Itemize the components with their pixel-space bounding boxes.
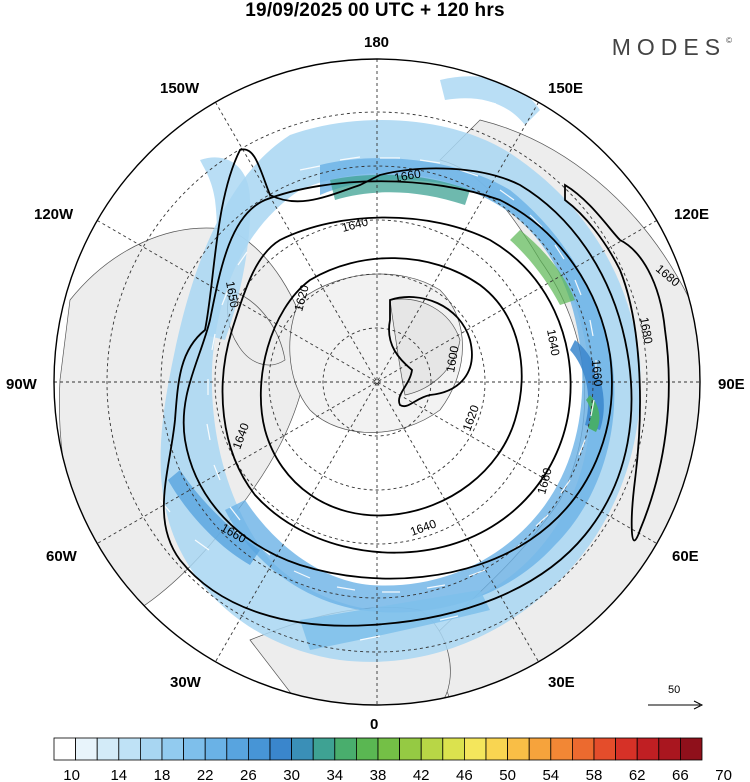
colorbar-swatch <box>161 737 185 761</box>
colorbar-swatch <box>636 737 660 761</box>
colorbar-tick-label: 54 <box>542 767 559 782</box>
lon-label-0: 0 <box>370 716 379 733</box>
colorbar-swatch <box>420 737 444 761</box>
colorbar-tick-label: 10 <box>63 767 80 782</box>
colorbar-swatch <box>658 737 681 761</box>
colorbar-swatch <box>226 737 249 761</box>
contour-label: 1680 <box>637 316 655 345</box>
lon-label-150e: 150E <box>548 80 584 97</box>
colorbar-swatch <box>96 737 120 761</box>
colorbar-tick-label: 70 <box>715 767 732 782</box>
colorbar-swatch <box>269 737 293 761</box>
colorbar-swatch <box>291 737 314 761</box>
colorbar-tick-label: 22 <box>197 767 214 782</box>
lon-label-120w: 120W <box>34 206 74 223</box>
colorbar-swatch <box>247 737 271 761</box>
lon-label-90e: 90E <box>718 376 745 393</box>
colorbar-tick-label: 34 <box>326 767 343 782</box>
lon-label-120e: 120E <box>674 206 710 223</box>
lon-label-30w: 30W <box>170 674 201 691</box>
colorbar-swatch <box>183 737 206 761</box>
colorbar-tick-label: 66 <box>672 767 689 782</box>
copyright-mark: © <box>726 36 732 45</box>
colorbar: 10 14 18 22 26 30 34 38 42 46 50 54 58 62 66 70 <box>53 737 732 782</box>
reference-vector-label: 50 <box>668 684 681 696</box>
colorbar-swatch <box>550 737 573 761</box>
lon-label-30e: 30E <box>548 674 575 691</box>
colorbar-swatch <box>615 737 638 761</box>
contour-label: 1660 <box>393 166 422 184</box>
lon-label-60e: 60E <box>672 548 699 565</box>
colorbar-tick-label: 58 <box>586 767 603 782</box>
colorbar-swatch <box>139 737 163 761</box>
colorbar-tick-label: 30 <box>283 767 300 782</box>
colorbar-swatch <box>53 737 77 761</box>
modes-logo: MODES© <box>612 34 732 61</box>
graticule <box>54 59 700 705</box>
contour-label: 1600 <box>443 344 461 373</box>
colorbar-swatch <box>334 737 357 761</box>
colorbar-swatch <box>442 737 465 761</box>
colorbar-swatch <box>204 737 228 761</box>
lon-label-150w: 150W <box>160 80 200 97</box>
colorbar-swatch <box>377 737 401 761</box>
colorbar-swatch <box>355 737 379 761</box>
lon-label-60w: 60W <box>46 548 77 565</box>
reference-vector <box>648 700 704 710</box>
lon-label-180: 180 <box>364 34 390 51</box>
colorbar-tick-label: 14 <box>110 767 127 782</box>
colorbar-tick-label: 50 <box>499 767 516 782</box>
contour-label: 1660 <box>589 359 605 387</box>
colorbar-swatch <box>118 737 141 761</box>
colorbar-swatch <box>680 737 703 761</box>
map-border <box>53 58 701 706</box>
map-title: 19/09/2025 00 UTC + 120 hrs <box>245 0 505 21</box>
colorbar-tick-label: 26 <box>240 767 257 782</box>
colorbar-tick-label: 46 <box>456 767 473 782</box>
colorbar-swatch <box>572 737 595 761</box>
brand-text: MODES <box>611 34 727 60</box>
colorbar-tick-label: 18 <box>154 767 171 782</box>
colorbar-tick-label: 42 <box>413 767 430 782</box>
geopotential-contours <box>162 148 670 627</box>
colorbar-tick-label: 38 <box>370 767 387 782</box>
colorbar-swatch <box>312 737 336 761</box>
colorbar-swatch <box>463 737 487 761</box>
lon-label-90w: 90W <box>6 376 37 393</box>
colorbar-swatch <box>507 737 530 761</box>
contour-label: 1640 <box>544 328 562 357</box>
colorbar-tick-label: 62 <box>629 767 646 782</box>
colorbar-swatch <box>593 737 617 761</box>
colorbar-swatch <box>485 737 509 761</box>
contour-label: 1660 <box>534 466 555 496</box>
colorbar-swatch <box>399 737 422 761</box>
contour-label: 1650 <box>223 280 241 309</box>
contour-label: 1620 <box>291 283 312 313</box>
colorbar-swatch <box>528 737 552 761</box>
contour-label: 1640 <box>340 214 370 235</box>
colorbar-swatch <box>75 737 98 761</box>
